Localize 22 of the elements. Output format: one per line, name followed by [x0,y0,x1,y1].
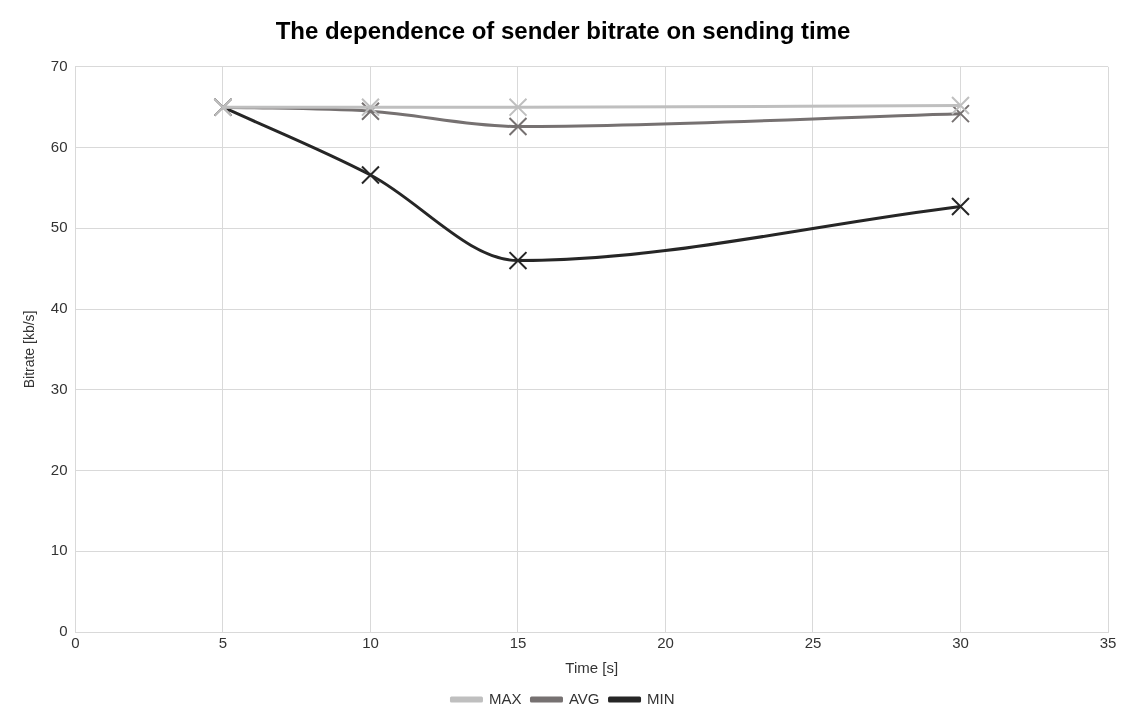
x-tick-label: 15 [509,634,527,652]
y-tick-label: 0 [59,622,68,640]
x-tick-label: 0 [71,634,80,652]
x-tick-label: 35 [1099,634,1117,652]
y-tick-label: 60 [50,137,68,155]
x-axis-title: Time [s] [565,659,619,677]
x-tick-label: 5 [218,634,228,652]
legend-label: MAX [488,689,522,707]
x-tick-label: 30 [952,634,969,652]
x-tick-label: 25 [804,634,822,652]
chart-title: The dependence of sender bitrate on sending time [275,17,851,45]
x-tick-label: 20 [657,634,674,652]
y-tick-label: 30 [50,379,68,397]
y-tick-label: 70 [50,56,68,74]
y-tick-label: 20 [50,460,68,478]
x-tick-label: 10 [362,634,379,652]
y-tick-label: 40 [50,299,68,317]
y-tick-label: 50 [50,218,68,236]
legend-label: AVG [568,689,600,707]
y-tick-label: 10 [50,541,68,559]
y-axis-title: Bitrate [kb/s] [21,310,38,389]
legend-label: MIN [647,689,675,707]
